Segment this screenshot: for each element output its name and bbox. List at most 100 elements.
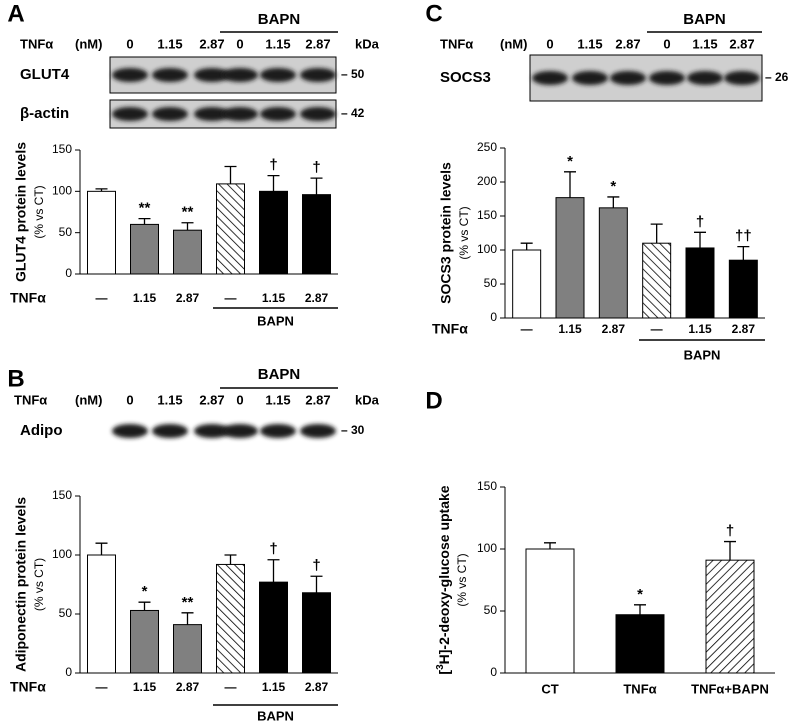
error-bar	[520, 242, 533, 250]
bar	[216, 183, 245, 275]
significance-mark: †	[312, 159, 320, 176]
y-tick-label: 150	[52, 142, 72, 156]
y-tick-label: 100	[52, 184, 72, 198]
y-tick-label: 100	[52, 547, 72, 561]
bar	[598, 207, 628, 319]
x-tick-label: —	[521, 322, 533, 336]
blot-unit: (nM)	[75, 392, 102, 407]
lane-label: 2.87	[615, 36, 640, 51]
bar	[130, 609, 159, 674]
y-label-part: H]-2-deoxy-glucose uptake	[436, 485, 452, 664]
bar	[705, 559, 755, 674]
x-tick-label: CT	[541, 681, 558, 696]
significance-mark: ††	[735, 228, 752, 245]
blot-band	[222, 107, 258, 121]
blot-band	[112, 424, 148, 438]
blot-group-label: BAPN	[258, 11, 301, 28]
x-tick-label: 1.15	[558, 322, 582, 336]
blot-band	[649, 71, 685, 85]
significance-mark: †	[269, 541, 277, 558]
y-axis-label: SOCS3 protein levels	[438, 162, 454, 304]
x-tick-label: 1.15	[688, 322, 712, 336]
bar	[259, 190, 288, 275]
blot-marker: – 26	[765, 70, 789, 84]
bar	[685, 247, 715, 319]
error-bar	[650, 223, 663, 244]
error-bar	[95, 542, 108, 555]
bar	[87, 190, 116, 275]
significance-mark: *	[567, 153, 573, 170]
x-row-label: TNFα	[10, 290, 46, 306]
y-tick-label: 100	[477, 242, 497, 256]
lane-label: 2.87	[305, 36, 330, 51]
blot-treatment: TNFα	[20, 36, 53, 51]
lane-label: 2.87	[729, 36, 754, 51]
x-tick-label: TNFα	[623, 681, 656, 696]
blot-band	[194, 68, 230, 82]
y-label-superscript: 3	[435, 664, 446, 670]
panel-letter: A	[7, 0, 24, 27]
lane-label: 1.15	[265, 392, 290, 407]
significance-mark: *	[637, 586, 643, 603]
blot-band	[532, 71, 568, 85]
lane-label: 0	[546, 36, 553, 51]
lane-label: 2.87	[199, 392, 224, 407]
bar	[525, 548, 575, 674]
significance-mark: †	[726, 523, 734, 540]
blot-band	[724, 71, 760, 85]
error-bar	[138, 601, 151, 611]
error-bar	[224, 554, 237, 565]
lane-label: 1.15	[157, 392, 182, 407]
error-bar	[181, 612, 194, 625]
significance-mark: †	[696, 213, 704, 230]
y-tick-label: 50	[59, 225, 73, 239]
y-tick-label: 0	[65, 266, 72, 280]
blot-row-label: β-actin	[20, 105, 69, 122]
bar	[87, 554, 116, 674]
y-tick-label: 200	[477, 174, 497, 188]
y-tick-label: 0	[65, 665, 72, 679]
y-axis-sublabel: (% vs CT)	[32, 185, 46, 238]
blot-band	[222, 68, 258, 82]
significance-mark: *	[610, 178, 616, 195]
lane-label: 2.87	[305, 392, 330, 407]
y-axis-sublabel: (% vs CT)	[455, 553, 469, 606]
blot-size-unit: kDa	[355, 392, 380, 407]
group-label: BAPN	[257, 708, 294, 723]
blot-band	[194, 107, 230, 121]
x-row-label: TNFα	[10, 679, 46, 695]
significance-mark: **	[139, 200, 151, 217]
panel-letter: B	[7, 365, 24, 392]
x-tick-label: 2.87	[176, 680, 200, 694]
blot-unit: (nM)	[75, 36, 102, 51]
x-tick-label: TNFα+BAPN	[691, 681, 769, 696]
significance-mark: †	[312, 557, 320, 574]
bar	[512, 249, 542, 319]
lane-label: 1.15	[157, 36, 182, 51]
bar	[216, 563, 245, 674]
significance-mark: †	[269, 157, 277, 174]
blot-row-label: Adipo	[20, 422, 63, 439]
error-bar	[224, 165, 237, 184]
y-label-part: [	[436, 670, 452, 675]
bar	[555, 197, 585, 319]
y-tick-label: 150	[477, 208, 497, 222]
blot-marker: – 30	[341, 423, 365, 437]
y-tick-label: 0	[490, 310, 497, 324]
blot-band	[300, 107, 336, 121]
blot-band	[300, 68, 336, 82]
blot-row-label: SOCS3	[440, 69, 491, 86]
y-axis-sublabel: (% vs CT)	[32, 558, 46, 611]
y-axis-label: Adiponectin protein levels	[13, 497, 29, 672]
y-axis-sublabel: (% vs CT)	[457, 206, 471, 259]
blot-band	[152, 107, 188, 121]
x-tick-label: 1.15	[262, 680, 286, 694]
bar	[728, 259, 758, 319]
blot-band	[572, 71, 608, 85]
error-bar	[634, 604, 646, 615]
panel-letter: C	[425, 0, 442, 27]
bar	[173, 229, 202, 275]
error-bar	[138, 217, 151, 225]
significance-mark: **	[182, 594, 194, 611]
x-tick-label: —	[225, 291, 237, 305]
